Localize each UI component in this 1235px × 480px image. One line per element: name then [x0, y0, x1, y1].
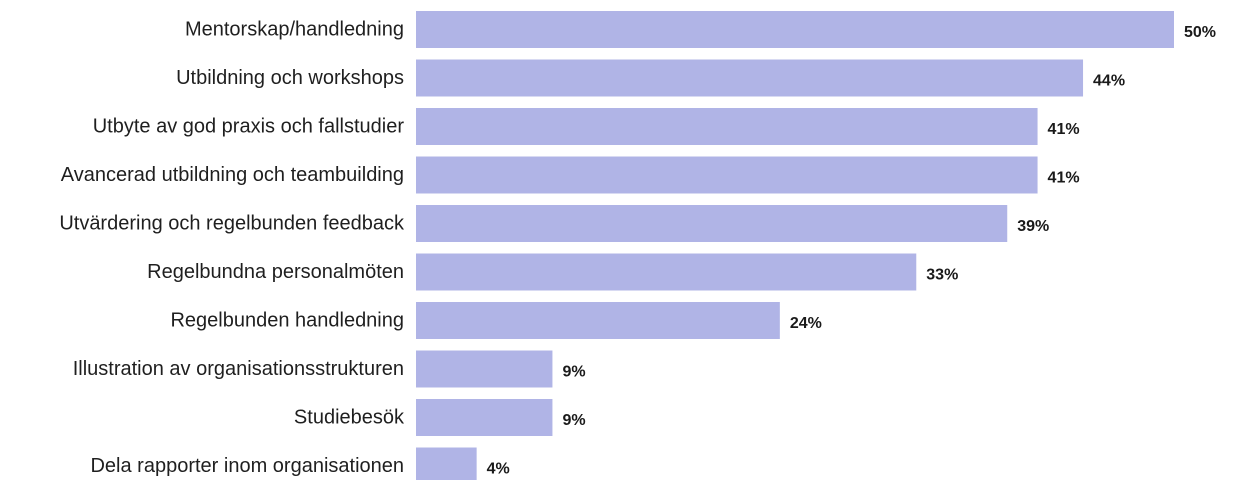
value-label-5: 39%	[1017, 218, 1049, 235]
value-labels-group: 50% 44% 41% 41% 39% 33% 24% 9% 9% 4%	[487, 24, 1216, 478]
value-label-1: 50%	[1184, 24, 1216, 41]
category-label-2: Utbildning och workshops	[176, 67, 404, 89]
bar-10	[416, 447, 477, 480]
value-label-8: 9%	[562, 364, 585, 381]
category-label-10: Dela rapporter inom organisationen	[90, 455, 404, 477]
category-label-8: Illustration av organisationsstrukturen	[73, 358, 404, 380]
category-label-9: Studiebesök	[294, 407, 405, 429]
value-label-9: 9%	[562, 412, 585, 429]
bar-3	[416, 108, 1038, 145]
value-label-7: 24%	[790, 315, 822, 332]
category-label-1: Mentorskap/handledning	[185, 19, 404, 41]
bar-7	[416, 302, 780, 339]
category-label-7: Regelbunden handledning	[170, 310, 404, 332]
bar-1	[416, 11, 1174, 48]
category-label-6: Regelbundna personalmöten	[147, 261, 404, 283]
bar-5	[416, 205, 1008, 242]
category-labels-group: Mentorskap/handledning Utbildning och wor…	[59, 19, 405, 478]
value-label-6: 33%	[926, 267, 958, 284]
value-label-3: 41%	[1048, 121, 1080, 138]
category-label-4: Avancerad utbildning och teambuilding	[61, 164, 404, 186]
bars-group	[416, 11, 1174, 480]
bar-6	[416, 253, 917, 291]
value-label-4: 41%	[1048, 170, 1080, 187]
bar-4	[416, 156, 1038, 194]
value-label-10: 4%	[487, 461, 510, 478]
value-label-2: 44%	[1093, 73, 1125, 90]
bar-2	[416, 59, 1084, 97]
category-label-5: Utvärdering och regelbunden feedback	[59, 213, 405, 235]
bar-8	[416, 350, 553, 388]
category-label-3: Utbyte av god praxis och fallstudier	[93, 116, 405, 138]
bar-9	[416, 399, 553, 436]
